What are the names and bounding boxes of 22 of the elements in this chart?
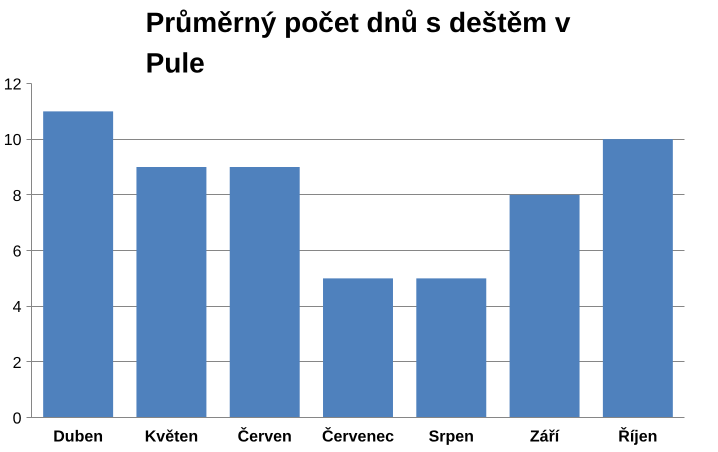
y-tick-label: 0 bbox=[12, 410, 22, 428]
x-tick-label: Červenec bbox=[322, 426, 394, 446]
bar bbox=[510, 194, 580, 418]
x-tick-label: Květen bbox=[144, 428, 198, 446]
y-tick-label: 4 bbox=[12, 299, 22, 316]
chart-title: Průměrný počet dnů s deštěm v Pule bbox=[146, 7, 571, 78]
y-tick-label: 2 bbox=[12, 354, 22, 372]
bar bbox=[136, 167, 206, 418]
y-tick-label: 12 bbox=[4, 76, 22, 94]
y-tick-label: 8 bbox=[12, 188, 22, 205]
x-tick-label: Září bbox=[530, 428, 560, 446]
x-tick-label: Červen bbox=[238, 426, 292, 446]
bar bbox=[323, 278, 393, 418]
x-tick-label: Duben bbox=[53, 428, 104, 446]
bar bbox=[230, 167, 300, 418]
bar bbox=[43, 111, 114, 418]
y-tick-label: 10 bbox=[4, 132, 22, 150]
x-tick-label: Říjen bbox=[618, 426, 658, 446]
bar bbox=[416, 278, 486, 418]
x-tick-label: Srpen bbox=[428, 428, 474, 446]
y-tick-label: 6 bbox=[12, 244, 22, 260]
bar bbox=[602, 139, 673, 418]
